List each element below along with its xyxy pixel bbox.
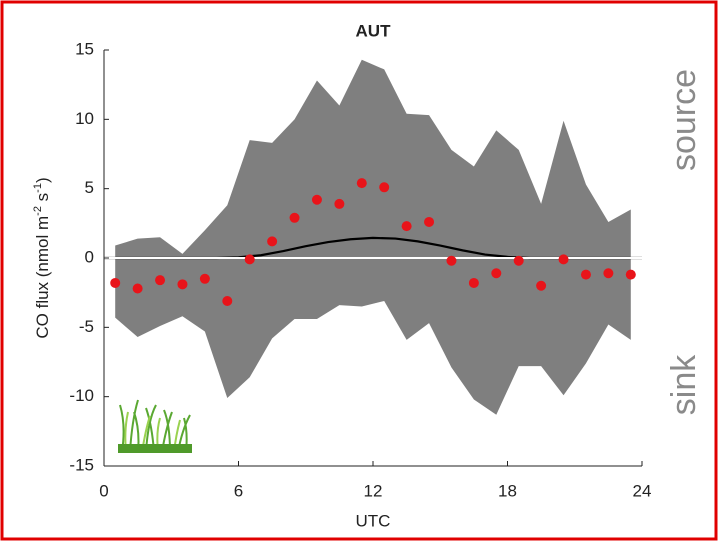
data-point [311, 194, 322, 205]
plot-area: -15 -10 -5 0 5 10 15 0 6 12 18 24 [69, 39, 651, 500]
data-point [401, 221, 412, 232]
x-tick-label: 6 [234, 481, 243, 500]
annotation: source [665, 69, 703, 171]
data-point [424, 216, 435, 227]
y-tick-label: 5 [85, 178, 94, 197]
y-label-part: CO flux (nmol m [33, 216, 52, 339]
data-point [132, 283, 143, 294]
y-tick-label: -10 [69, 386, 94, 405]
y-tick-label: 10 [75, 109, 94, 128]
data-point [625, 269, 636, 280]
data-point [334, 198, 345, 209]
data-point [446, 255, 457, 266]
y-tick-label: 0 [85, 247, 94, 266]
data-point [155, 275, 166, 286]
x-tick-label: 0 [99, 481, 108, 500]
grass-icon [118, 399, 192, 453]
data-point [199, 273, 210, 284]
x-tick-label: 18 [498, 481, 517, 500]
data-point [379, 182, 390, 193]
y-axis-label: CO flux (nmol m-2 s-1) [32, 177, 53, 338]
chart-title: AUT [356, 21, 392, 40]
data-point [603, 268, 614, 279]
data-point [244, 254, 255, 265]
data-point [558, 254, 569, 265]
y-label-part: ) [33, 177, 52, 183]
data-point [110, 277, 121, 288]
y-label-sup: -2 [32, 206, 44, 216]
data-point [536, 280, 547, 291]
data-point [513, 255, 524, 266]
data-point [468, 277, 479, 288]
data-point [177, 279, 188, 290]
data-point [491, 268, 502, 279]
y-tick-label: 15 [75, 39, 94, 58]
data-point [222, 295, 233, 306]
annotation: sink [665, 354, 703, 415]
y-tick-label: -15 [69, 455, 94, 474]
data-point [289, 212, 300, 223]
y-label-sup: -1 [32, 183, 44, 193]
y-tick-label: -5 [79, 317, 94, 336]
x-tick-label: 12 [364, 481, 383, 500]
data-point [356, 178, 367, 189]
y-label-part: s [33, 193, 52, 206]
data-point [580, 269, 591, 280]
data-point [267, 236, 278, 247]
x-tick-label: 24 [633, 481, 652, 500]
x-axis-label: UTC [356, 511, 391, 530]
